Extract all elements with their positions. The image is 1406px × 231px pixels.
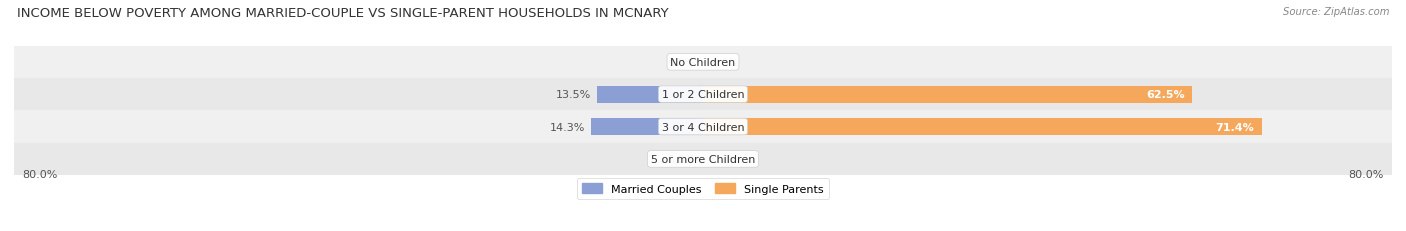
Text: 62.5%: 62.5% — [1146, 90, 1184, 100]
Text: 14.3%: 14.3% — [550, 122, 585, 132]
Text: 0.0%: 0.0% — [666, 154, 695, 164]
Bar — [0, 46, 1406, 79]
Text: 5 or more Children: 5 or more Children — [651, 154, 755, 164]
Text: INCOME BELOW POVERTY AMONG MARRIED-COUPLE VS SINGLE-PARENT HOUSEHOLDS IN MCNARY: INCOME BELOW POVERTY AMONG MARRIED-COUPL… — [17, 7, 668, 20]
Text: 80.0%: 80.0% — [1348, 169, 1384, 179]
Legend: Married Couples, Single Parents: Married Couples, Single Parents — [576, 178, 830, 200]
Text: 0.0%: 0.0% — [711, 154, 740, 164]
Bar — [591, 119, 703, 135]
Bar — [0, 79, 1406, 111]
Text: 71.4%: 71.4% — [1215, 122, 1254, 132]
Bar — [598, 86, 703, 103]
Text: 0.0%: 0.0% — [666, 58, 695, 67]
Bar — [0, 143, 1406, 175]
Text: Source: ZipAtlas.com: Source: ZipAtlas.com — [1282, 7, 1389, 17]
Text: 0.0%: 0.0% — [711, 58, 740, 67]
Bar — [703, 86, 1192, 103]
Text: 3 or 4 Children: 3 or 4 Children — [662, 122, 744, 132]
Bar — [0, 111, 1406, 143]
Text: 13.5%: 13.5% — [555, 90, 591, 100]
Bar — [703, 119, 1263, 135]
Text: 80.0%: 80.0% — [22, 169, 58, 179]
Text: No Children: No Children — [671, 58, 735, 67]
Text: 1 or 2 Children: 1 or 2 Children — [662, 90, 744, 100]
